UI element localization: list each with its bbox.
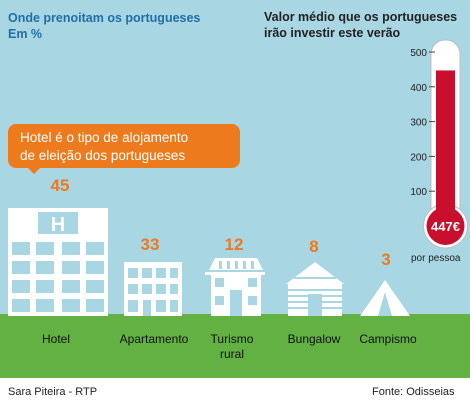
callout-tail [26, 166, 42, 174]
category-label-apartamento-line: Apartamento [119, 332, 189, 346]
value-label-campismo: 3 [381, 250, 391, 269]
thermometer-value-label: 447€ [431, 219, 460, 234]
category-label-hotel: Hotel [14, 332, 98, 347]
value-label-hotel: 45 [50, 176, 70, 195]
thermometer-title-line-1: Valor médio que os portugueses [264, 10, 458, 24]
thermometer-tick-label-500: 500 [410, 48, 427, 59]
category-label-apartamento: Apartamento [112, 332, 196, 347]
thermometer-title-line-2: irão investir este verão [264, 26, 401, 40]
log-cabin-icon [286, 262, 344, 316]
value-label-apartamento: 33 [140, 235, 160, 254]
chart-title: Onde prenoitam os portugueses Em % [8, 10, 200, 42]
footer: Sara Piteira - RTP Fonte: Odisseias [0, 378, 470, 405]
author-credit: Sara Piteira - RTP [8, 386, 98, 398]
hotel-building-icon: H [8, 208, 108, 316]
rural-house-icon [205, 258, 265, 316]
callout-line-1: Hotel é o tipo de alojamento [20, 130, 189, 145]
value-label-turismo-rural: 12 [224, 235, 244, 254]
category-label-hotel-line: Hotel [41, 332, 70, 346]
callout-line-2: de eleição dos portugueses [20, 148, 186, 163]
grass-ground [0, 314, 470, 378]
tent-icon [360, 280, 410, 316]
category-label-turismo-rural-line-2: rural [219, 347, 244, 361]
category-label-campismo-line: Campismo [359, 332, 417, 346]
thermometer-tick-label-200: 200 [410, 152, 427, 163]
category-label-bungalow-line: Bungalow [287, 332, 341, 346]
category-label-turismo-rural-line-1: Turismo [210, 332, 254, 346]
apartment-building-icon [124, 262, 182, 316]
thermometer-tick-label-100: 100 [410, 187, 427, 198]
title-unit: Em % [8, 27, 43, 41]
thermometer-mercury [436, 70, 455, 226]
category-label-campismo: Campismo [346, 332, 430, 347]
svg-text:H: H [51, 214, 65, 236]
category-label-bungalow: Bungalow [272, 332, 356, 347]
value-label-bungalow: 8 [309, 237, 319, 256]
thermometer-tick-label-300: 300 [410, 118, 427, 129]
thermometer-title: Valor médio que os portugueses irão inve… [264, 9, 457, 41]
thermometer-bulb [426, 207, 465, 245]
thermometer-tick-label-400: 400 [410, 83, 427, 94]
category-label-turismo-rural: Turismo rural [190, 332, 274, 362]
source-credit: Fonte: Odisseias [372, 386, 455, 398]
title-line-1: Onde prenoitam os portugueses [8, 11, 201, 25]
callout-box: Hotel é o tipo de alojamento de eleição … [8, 124, 240, 168]
unit-label: por pessoa [411, 253, 461, 264]
